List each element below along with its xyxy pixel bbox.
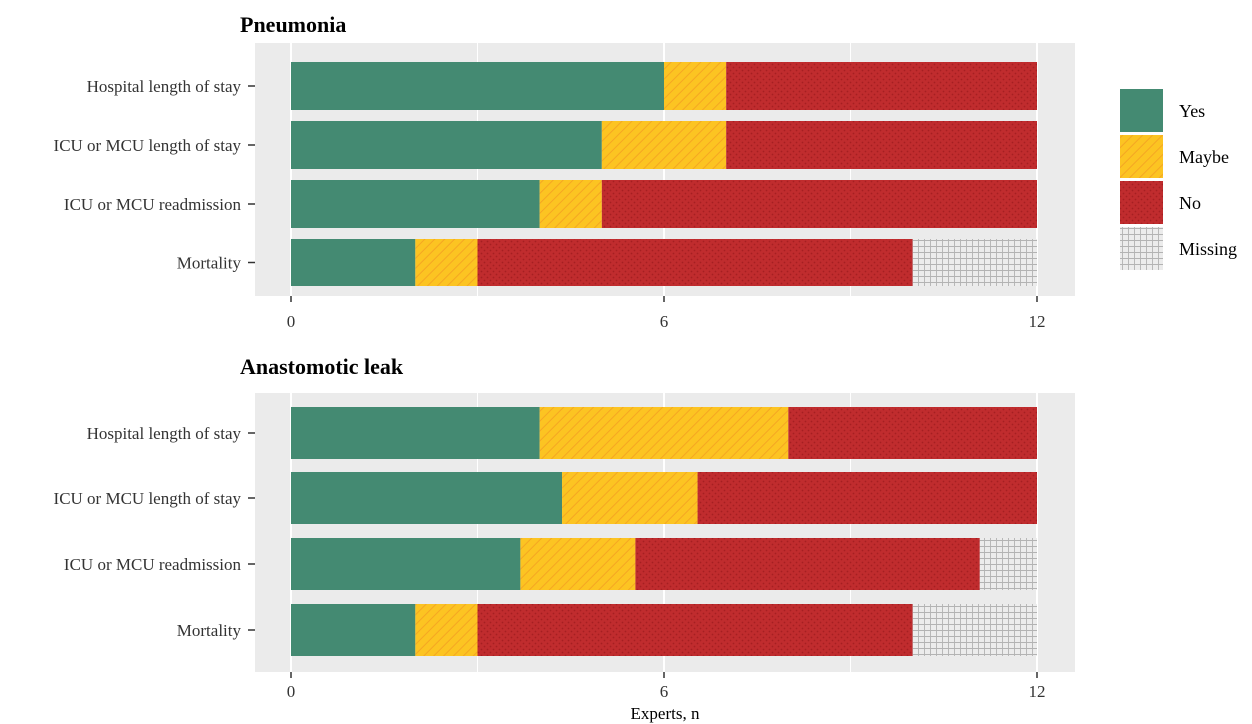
category-label: ICU or MCU readmission — [64, 555, 242, 574]
bar-segment-no — [635, 538, 980, 590]
bar-segment-yes — [291, 472, 563, 524]
bar-segment-missing — [979, 538, 1037, 590]
bar-segment-yes — [291, 604, 416, 656]
panel-anastomotic-leak: Anastomotic leak Hospital length of stay… — [54, 354, 1075, 723]
bar-segment-yes — [291, 62, 664, 110]
bar-segment-yes — [291, 239, 416, 286]
bar-segment-no — [726, 62, 1037, 110]
category-label: Mortality — [177, 254, 242, 273]
bar-segment-maybe — [664, 62, 727, 110]
x-tick-label: 12 — [1029, 682, 1046, 701]
bar-segment-yes — [291, 407, 540, 459]
legend-label: Missing — [1179, 239, 1237, 259]
category-label: Mortality — [177, 621, 242, 640]
x-tick-label: 6 — [660, 682, 669, 701]
bar-segment-maybe — [539, 407, 789, 459]
bar-segment-yes — [291, 121, 602, 169]
bar-segment-maybe — [539, 180, 602, 228]
x-tick-label: 12 — [1029, 312, 1046, 331]
panel-title: Pneumonia — [240, 12, 346, 37]
legend-label: No — [1179, 193, 1201, 213]
bar-segment-no — [697, 472, 1037, 524]
x-axis-title: Experts, n — [631, 704, 700, 723]
legend-swatch-no — [1120, 181, 1163, 224]
bar-segment-no — [601, 180, 1037, 228]
bar-segment-yes — [291, 538, 521, 590]
x-tick-label: 6 — [660, 312, 669, 331]
category-label: ICU or MCU readmission — [64, 195, 242, 214]
bar-segment-no — [477, 239, 913, 286]
bar-segment-missing — [912, 239, 1037, 286]
bar-segment-missing — [912, 604, 1037, 656]
x-tick-label: 0 — [287, 312, 296, 331]
panel-title: Anastomotic leak — [240, 354, 404, 379]
legend: Yes Maybe No Missing — [1120, 89, 1237, 270]
panel-pneumonia: Pneumonia Hospital length of stay ICU or … — [54, 12, 1075, 331]
bar-segment-maybe — [415, 604, 478, 656]
bar-segment-yes — [291, 180, 540, 228]
bar-segment-no — [726, 121, 1037, 169]
category-label: ICU or MCU length of stay — [54, 489, 242, 508]
bar-segment-maybe — [562, 472, 698, 524]
bar-segment-no — [788, 407, 1037, 459]
bar-segment-maybe — [601, 121, 727, 169]
legend-label: Maybe — [1179, 147, 1229, 167]
legend-label: Yes — [1179, 101, 1205, 121]
legend-swatch-missing — [1120, 227, 1163, 270]
category-label: Hospital length of stay — [87, 77, 242, 96]
bar-segment-maybe — [520, 538, 636, 590]
x-tick-label: 0 — [287, 682, 296, 701]
bar-segment-no — [477, 604, 913, 656]
category-label: ICU or MCU length of stay — [54, 136, 242, 155]
legend-swatch-yes — [1120, 89, 1163, 132]
legend-swatch-maybe — [1120, 135, 1163, 178]
bar-segment-maybe — [415, 239, 478, 286]
category-label: Hospital length of stay — [87, 424, 242, 443]
